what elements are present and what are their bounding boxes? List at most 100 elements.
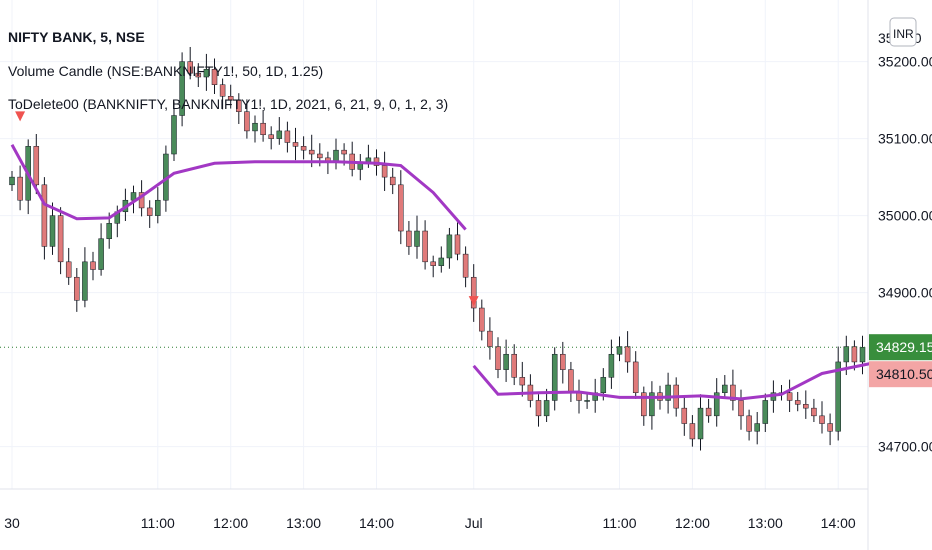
candle-body (697, 407, 704, 440)
candle-body (268, 134, 274, 139)
signal-markers (15, 111, 479, 307)
x-tick-label: 14:00 (821, 515, 856, 531)
candle-body (632, 361, 639, 393)
candle-series (9, 46, 866, 451)
candle-body (819, 415, 825, 424)
candle-body (155, 199, 161, 216)
candle-body (811, 407, 817, 417)
candle-body (82, 261, 88, 301)
candle-body (803, 404, 809, 409)
candle-body (146, 207, 153, 216)
candle-body (398, 184, 404, 232)
candle-body (211, 69, 218, 85)
candle-body (746, 415, 752, 432)
candle-body (341, 149, 347, 155)
candle-body (851, 346, 858, 363)
candle-body (454, 234, 461, 255)
candle-body (462, 253, 469, 278)
candle-body (260, 122, 266, 136)
moving-average-line-2 (472, 362, 871, 401)
candle-body (138, 192, 145, 209)
y-tick-label: 34900.00 (878, 285, 932, 301)
indicator-volume-candle[interactable]: Volume Candle (NSE:BANKNIFTY1!, 50, 1D, … (8, 63, 323, 79)
candle-body (487, 330, 493, 347)
candle-body (665, 384, 671, 401)
candle-body (608, 353, 615, 378)
symbol-title[interactable]: NIFTY BANK, 5, NSE (8, 29, 145, 45)
candle-body (422, 230, 428, 263)
legend: NIFTY BANK, 5, NSE Volume Candle (NSE:BA… (8, 29, 448, 112)
candle-body (681, 407, 688, 424)
moving-average-line-1 (10, 144, 467, 231)
candle-body (252, 122, 258, 132)
currency-label: INR (893, 27, 914, 41)
candle-body (203, 69, 210, 78)
candle-body (762, 400, 769, 424)
candle-body (568, 369, 574, 393)
candle-body (49, 215, 56, 247)
y-tick-label: 35000.00 (878, 208, 932, 224)
candle-body (470, 276, 477, 309)
candle-body (33, 146, 40, 186)
candle-body (616, 346, 623, 355)
second-price-label: 34810.50 (876, 366, 932, 382)
candle-body (179, 61, 185, 116)
candle-body (519, 377, 526, 386)
candle-body (859, 347, 866, 363)
candle-body (171, 115, 177, 155)
candle-body (284, 130, 291, 143)
candle-body (543, 400, 550, 417)
candle-body (730, 384, 736, 401)
last-price-label: 34829.15 (876, 339, 932, 355)
x-tick-label: 11:00 (603, 515, 637, 531)
candle-body (389, 176, 396, 186)
candle-body (786, 392, 793, 401)
signal-marker (15, 111, 26, 122)
candle-body (641, 392, 647, 417)
candle-body (446, 234, 453, 259)
signal-marker (468, 296, 479, 307)
candle-body (738, 400, 744, 417)
candle-body (624, 346, 631, 363)
x-tick-label: 14:00 (359, 515, 394, 531)
candle-body (187, 61, 193, 74)
x-tick-label: 13:00 (286, 515, 321, 531)
y-tick-label: 35100.00 (878, 131, 932, 147)
candle-body (98, 238, 104, 270)
candle-body (406, 230, 412, 247)
x-tick-label: Jul (465, 515, 483, 531)
second-price-badge (869, 361, 932, 388)
currency-button[interactable] (889, 17, 917, 47)
grid-lines (0, 0, 868, 489)
candle-body (713, 392, 720, 417)
candle-body (689, 423, 696, 440)
candle-body (535, 400, 542, 417)
candle-body (584, 400, 590, 402)
candle-body (219, 84, 226, 97)
candle-body (600, 377, 607, 393)
candle-body (57, 215, 64, 263)
candle-body (479, 307, 485, 332)
candle-body (227, 96, 234, 101)
x-tick-label: 11:00 (141, 515, 175, 531)
candle-body (333, 149, 339, 162)
candle-body (317, 153, 323, 159)
candle-body (381, 165, 388, 178)
candle-body (41, 184, 48, 247)
candle-body (495, 346, 501, 370)
last-price-badge (869, 334, 932, 361)
candle-body (438, 257, 445, 266)
x-tick-label: 12:00 (213, 515, 248, 531)
x-tick-label: 30 (4, 515, 20, 531)
candle-body (90, 261, 96, 270)
candle-body (835, 361, 841, 432)
indicator-todelete[interactable]: ToDelete00 (BANKNIFTY, BANKNIFTY1!, 1D, … (8, 96, 448, 112)
candle-body (722, 384, 728, 393)
candle-body (503, 353, 509, 370)
candle-body (300, 146, 307, 151)
candle-body (365, 157, 372, 162)
candle-body (17, 176, 23, 201)
candle-body (308, 149, 315, 155)
candle-body (195, 72, 202, 78)
